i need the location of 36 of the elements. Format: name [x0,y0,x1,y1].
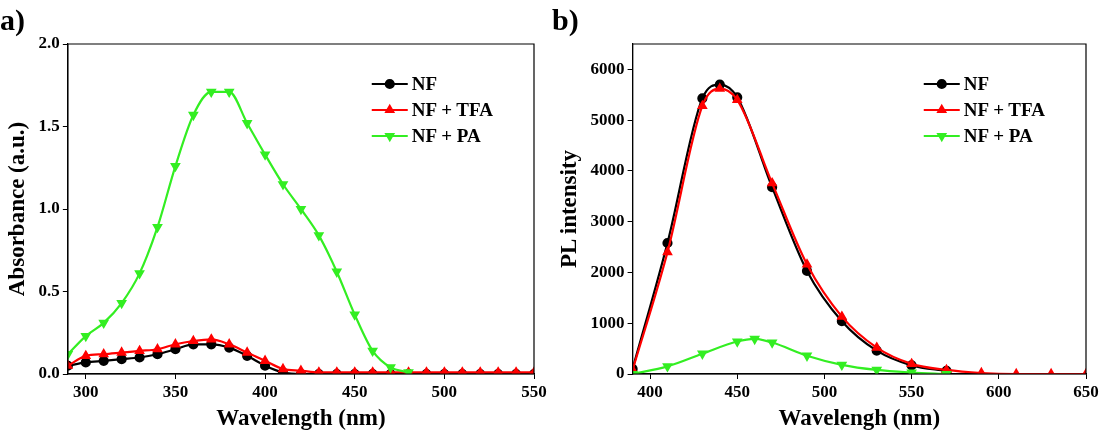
y-tick-label: 1.0 [38,198,60,218]
x-tick-label: 500 [811,381,838,401]
x-tick-label: 500 [431,381,458,401]
legend-label: NF + PA [963,124,1033,146]
x-tick-label: 600 [986,381,1012,401]
y-tick-label: 0.0 [38,363,60,383]
y-tick-label: 1000 [590,312,625,332]
x-tick-label: 650 [1073,381,1099,401]
y-axis-title: PL intensity [555,149,581,269]
x-tick-label: 400 [252,381,278,401]
y-tick-label: 2.0 [38,33,60,53]
x-axis-title: Wavelength (nm) [216,405,386,431]
legend-label: NF [411,72,438,94]
chart-title: b) [552,2,579,37]
y-tick-label: 0.5 [38,280,60,300]
y-tick-label: 6000 [590,58,625,78]
x-tick-label: 450 [724,381,750,401]
x-tick-label: 400 [637,381,663,401]
y-axis-title: Absorbance (a.u.) [3,121,29,297]
x-tick-label: 300 [73,381,99,401]
legend-label: NF + TFA [963,98,1046,120]
legend-label: NF + PA [411,124,481,146]
y-tick-label: 1.5 [38,115,60,135]
y-tick-label: 4000 [590,160,625,180]
legend-label: NF + TFA [411,98,494,120]
x-axis-title: Wavelengh (nm) [778,405,941,431]
y-tick-label: 5000 [590,109,625,129]
x-tick-label: 550 [521,381,547,401]
chart-title: a) [0,2,25,37]
y-tick-label: 2000 [590,261,625,281]
legend-label: NF [963,72,990,94]
x-tick-label: 350 [162,381,189,401]
x-tick-label: 450 [341,381,368,401]
y-tick-label: 3000 [590,211,625,231]
y-tick-label: 0 [616,363,625,383]
x-tick-label: 550 [898,381,925,401]
